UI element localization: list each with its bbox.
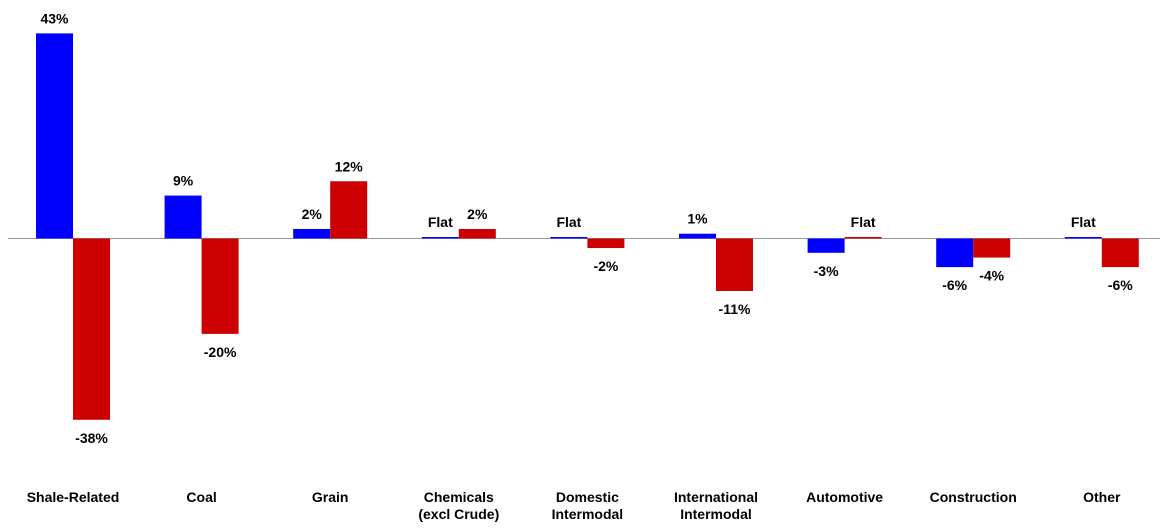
category-label-4-1: Intermodal	[552, 506, 624, 522]
category-label-4-0: Domestic	[556, 489, 619, 505]
bar-s2-1	[201, 238, 239, 334]
category-label-0-0: Shale-Related	[27, 489, 120, 505]
category-label-6-0: Automotive	[806, 489, 883, 505]
bar-s1-8	[1064, 237, 1102, 239]
category-label-2-0: Grain	[312, 489, 349, 505]
value-label-s2-2: 12%	[335, 158, 364, 174]
category-label-5-1: Intermodal	[680, 506, 752, 522]
category-label-3-1: (excl Crude)	[418, 506, 499, 522]
bar-s1-7	[936, 238, 974, 268]
bar-s2-7	[973, 238, 1011, 258]
bar-s1-0	[36, 33, 73, 239]
bar-s1-1	[164, 195, 202, 239]
value-label-s2-6: Flat	[851, 214, 876, 230]
value-label-s2-7: -4%	[979, 268, 1004, 284]
value-labels-group: 43% -38% 9% -20% 2% 12% Flat 2% Flat -2% 1% -11% -3%…	[40, 10, 1133, 445]
value-label-s2-0: -38%	[75, 430, 108, 446]
value-label-s2-1: -20%	[204, 344, 237, 360]
category-labels-group: Shale-Related Coal Grain Chemicals(excl Cru…	[27, 489, 1121, 522]
bar-s1-2	[293, 228, 331, 239]
bar-s2-3	[458, 228, 496, 239]
bar-s1-3	[421, 237, 459, 239]
bar-s1-5	[679, 233, 716, 239]
value-label-s2-3: 2%	[467, 206, 488, 222]
bar-s2-8	[1101, 238, 1139, 268]
bar-s1-4	[550, 237, 588, 239]
bar-s2-5	[716, 238, 753, 291]
category-label-8-0: Other	[1083, 489, 1121, 505]
bar-s2-2	[330, 181, 368, 239]
category-label-1-0: Coal	[186, 489, 216, 505]
category-label-5-0: International	[674, 489, 758, 505]
category-label-3-0: Chemicals	[424, 489, 494, 505]
value-label-s1-8: Flat	[1071, 214, 1096, 230]
value-label-s2-8: -6%	[1108, 277, 1133, 293]
value-label-s1-0: 43%	[40, 10, 69, 26]
value-label-s1-3: Flat	[428, 214, 453, 230]
bars-group	[36, 33, 1139, 420]
value-label-s1-1: 9%	[173, 173, 194, 189]
category-label-7-0: Construction	[930, 489, 1017, 505]
value-label-s2-5: -11%	[719, 301, 751, 317]
bar-s2-0	[73, 238, 110, 420]
value-label-s1-5: 1%	[687, 211, 708, 227]
bar-s2-4	[587, 238, 625, 249]
value-label-s2-4: -2%	[593, 258, 618, 274]
value-label-s1-4: Flat	[556, 214, 581, 230]
value-label-s1-2: 2%	[302, 206, 323, 222]
bar-s2-6	[844, 237, 882, 239]
value-label-s1-7: -6%	[942, 277, 967, 293]
bar-s1-6	[807, 238, 845, 253]
value-label-s1-6: -3%	[814, 263, 839, 279]
